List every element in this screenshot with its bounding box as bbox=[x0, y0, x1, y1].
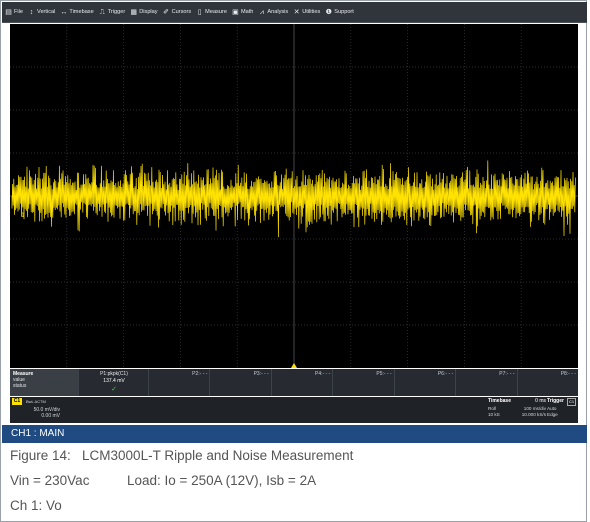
menu-label: Math bbox=[240, 9, 254, 15]
p1-value: 137.4 mV bbox=[103, 378, 125, 384]
timebase-tdiv: 100 ms/div bbox=[523, 406, 546, 411]
measure-slot-label: P7:- - - bbox=[499, 371, 515, 377]
menu-label: File bbox=[14, 9, 24, 15]
measure-slot-label: P6:- - - bbox=[437, 371, 454, 377]
waveform-display bbox=[10, 24, 578, 368]
trigger-descriptor[interactable]: Trigger C1 Auto Edge bbox=[547, 398, 576, 421]
file-icon: ▤ bbox=[5, 8, 12, 16]
timebase-icon: ↔ bbox=[60, 8, 68, 16]
measure-title: Measure bbox=[13, 371, 34, 377]
menu-math[interactable]: ▣ Math bbox=[232, 9, 253, 16]
menu-cursors[interactable]: ✐ Cursors bbox=[163, 8, 192, 16]
trigger-position-marker bbox=[291, 363, 297, 368]
measure-slot[interactable]: P2:- - - bbox=[148, 369, 210, 396]
menu-label: Support bbox=[334, 9, 354, 15]
menu-support[interactable]: ❶ Support bbox=[325, 9, 354, 16]
channel-settings: BwL ACTM bbox=[26, 399, 46, 404]
menu-file[interactable]: ▤ File bbox=[5, 9, 23, 16]
figure-caption-channel: Ch 1: Vo bbox=[10, 498, 62, 513]
measure-slot-label: P5:- - - bbox=[376, 371, 392, 377]
menu-utilities[interactable]: ✕ Utilities bbox=[293, 9, 320, 16]
trigger-source-badge: C1 bbox=[567, 398, 576, 406]
timebase-samples: 10 kS bbox=[488, 412, 500, 417]
measure-slot-label: P4:- - - bbox=[314, 371, 331, 377]
menu-display[interactable]: ▦ Display bbox=[130, 9, 157, 16]
trigger-mode: Auto bbox=[547, 406, 557, 411]
figure-caption-title: Figure 14: LCM3000L-T Ripple and Noise M… bbox=[10, 448, 354, 463]
menu-label: Display bbox=[139, 9, 158, 15]
measure-row-status: status bbox=[13, 383, 27, 389]
menu-label: Measure bbox=[205, 9, 227, 15]
timebase-delay: 0 ms bbox=[535, 398, 546, 404]
math-icon: ▣ bbox=[232, 8, 239, 16]
display-icon: ▦ bbox=[130, 8, 138, 16]
menu-label: Cursors bbox=[171, 9, 192, 15]
support-icon: ❶ bbox=[325, 8, 332, 16]
menu-label: Vertical bbox=[37, 9, 56, 15]
measure-slot-label: P8:- - - bbox=[560, 371, 576, 377]
check-icon: ✓ bbox=[111, 386, 117, 393]
measure-slot[interactable]: P6:- - - bbox=[393, 369, 456, 396]
measure-slot[interactable]: P7:- - - bbox=[455, 369, 517, 396]
p1-label: P1:pkpk(C1) bbox=[100, 371, 128, 377]
trigger-title: Trigger bbox=[547, 398, 564, 404]
menu-analysis[interactable]: ⩘ Analysis bbox=[258, 9, 288, 16]
menu-trigger[interactable]: ⎍ Trigger bbox=[99, 8, 126, 16]
measure-p1[interactable]: P1:pkpk(C1) 137.4 mV ✓ bbox=[78, 369, 149, 396]
cursors-icon: ✐ bbox=[163, 8, 170, 16]
menu-label: Analysis bbox=[267, 9, 289, 15]
utilities-icon: ✕ bbox=[293, 8, 300, 16]
measure-row-value: value bbox=[13, 377, 25, 383]
measure-header[interactable]: Measure value status bbox=[10, 369, 78, 396]
measure-slot[interactable]: P3:- - - bbox=[209, 369, 271, 396]
timebase-rate: 10.000 kS/s bbox=[521, 412, 546, 417]
channel-descriptor[interactable]: C1 BwL ACTM 50.0 mV/div 0.00 mV bbox=[12, 398, 62, 421]
channel-marker: 1 bbox=[21, 212, 25, 219]
scope-screen[interactable]: 1 bbox=[10, 24, 578, 368]
trigger-type: Edge bbox=[547, 412, 558, 417]
figure-caption-conditions: Vin = 230Vac Load: Io = 250A (12V), Isb … bbox=[10, 473, 317, 488]
ch1-waveform-trace bbox=[11, 160, 576, 238]
analysis-icon: ⩘ bbox=[259, 8, 264, 16]
measure-slot[interactable]: P4:- - - bbox=[270, 369, 333, 396]
menu-label: Trigger bbox=[107, 9, 126, 15]
menu-bar: ▤ File ↕ Vertical ↔ Timebase ⎍ Trigger ▦ Display ✐… bbox=[2, 2, 587, 23]
measure-slot-label: P3:- - - bbox=[253, 371, 269, 377]
channel-main-bar: CH1 : MAIN bbox=[2, 425, 587, 443]
menu-label: Timebase bbox=[69, 9, 94, 15]
menu-measure[interactable]: ▯ Measure bbox=[196, 9, 227, 16]
measure-slot-label: P2:- - - bbox=[192, 371, 208, 377]
vertical-icon: ↕ bbox=[29, 8, 34, 16]
timebase-descriptor[interactable]: Timebase 0 ms Roll 100 ms/div 10 kS 10.0… bbox=[488, 398, 546, 421]
timebase-title: Timebase bbox=[488, 398, 511, 404]
measure-icon: ▯ bbox=[197, 8, 202, 16]
trigger-icon: ⎍ bbox=[99, 8, 105, 16]
menu-timebase[interactable]: ↔ Timebase bbox=[60, 9, 93, 16]
menu-label: Utilities bbox=[302, 9, 321, 15]
info-strip: C1 BwL ACTM 50.0 mV/div 0.00 mV Timebase… bbox=[10, 397, 578, 423]
measure-strip: Measure value status P1:pkpk(C1) 137.4 m… bbox=[10, 369, 578, 396]
measure-slot[interactable]: P5:- - - bbox=[332, 369, 394, 396]
channel-offset: 0.00 mV bbox=[41, 413, 60, 419]
menu-vertical[interactable]: ↕ Vertical bbox=[28, 8, 56, 16]
measure-slot[interactable]: P8:- - - bbox=[516, 369, 579, 396]
timebase-mode: Roll bbox=[488, 406, 496, 411]
channel-vdiv: 50.0 mV/div bbox=[33, 407, 60, 413]
channel-tag: C1 bbox=[12, 398, 22, 405]
